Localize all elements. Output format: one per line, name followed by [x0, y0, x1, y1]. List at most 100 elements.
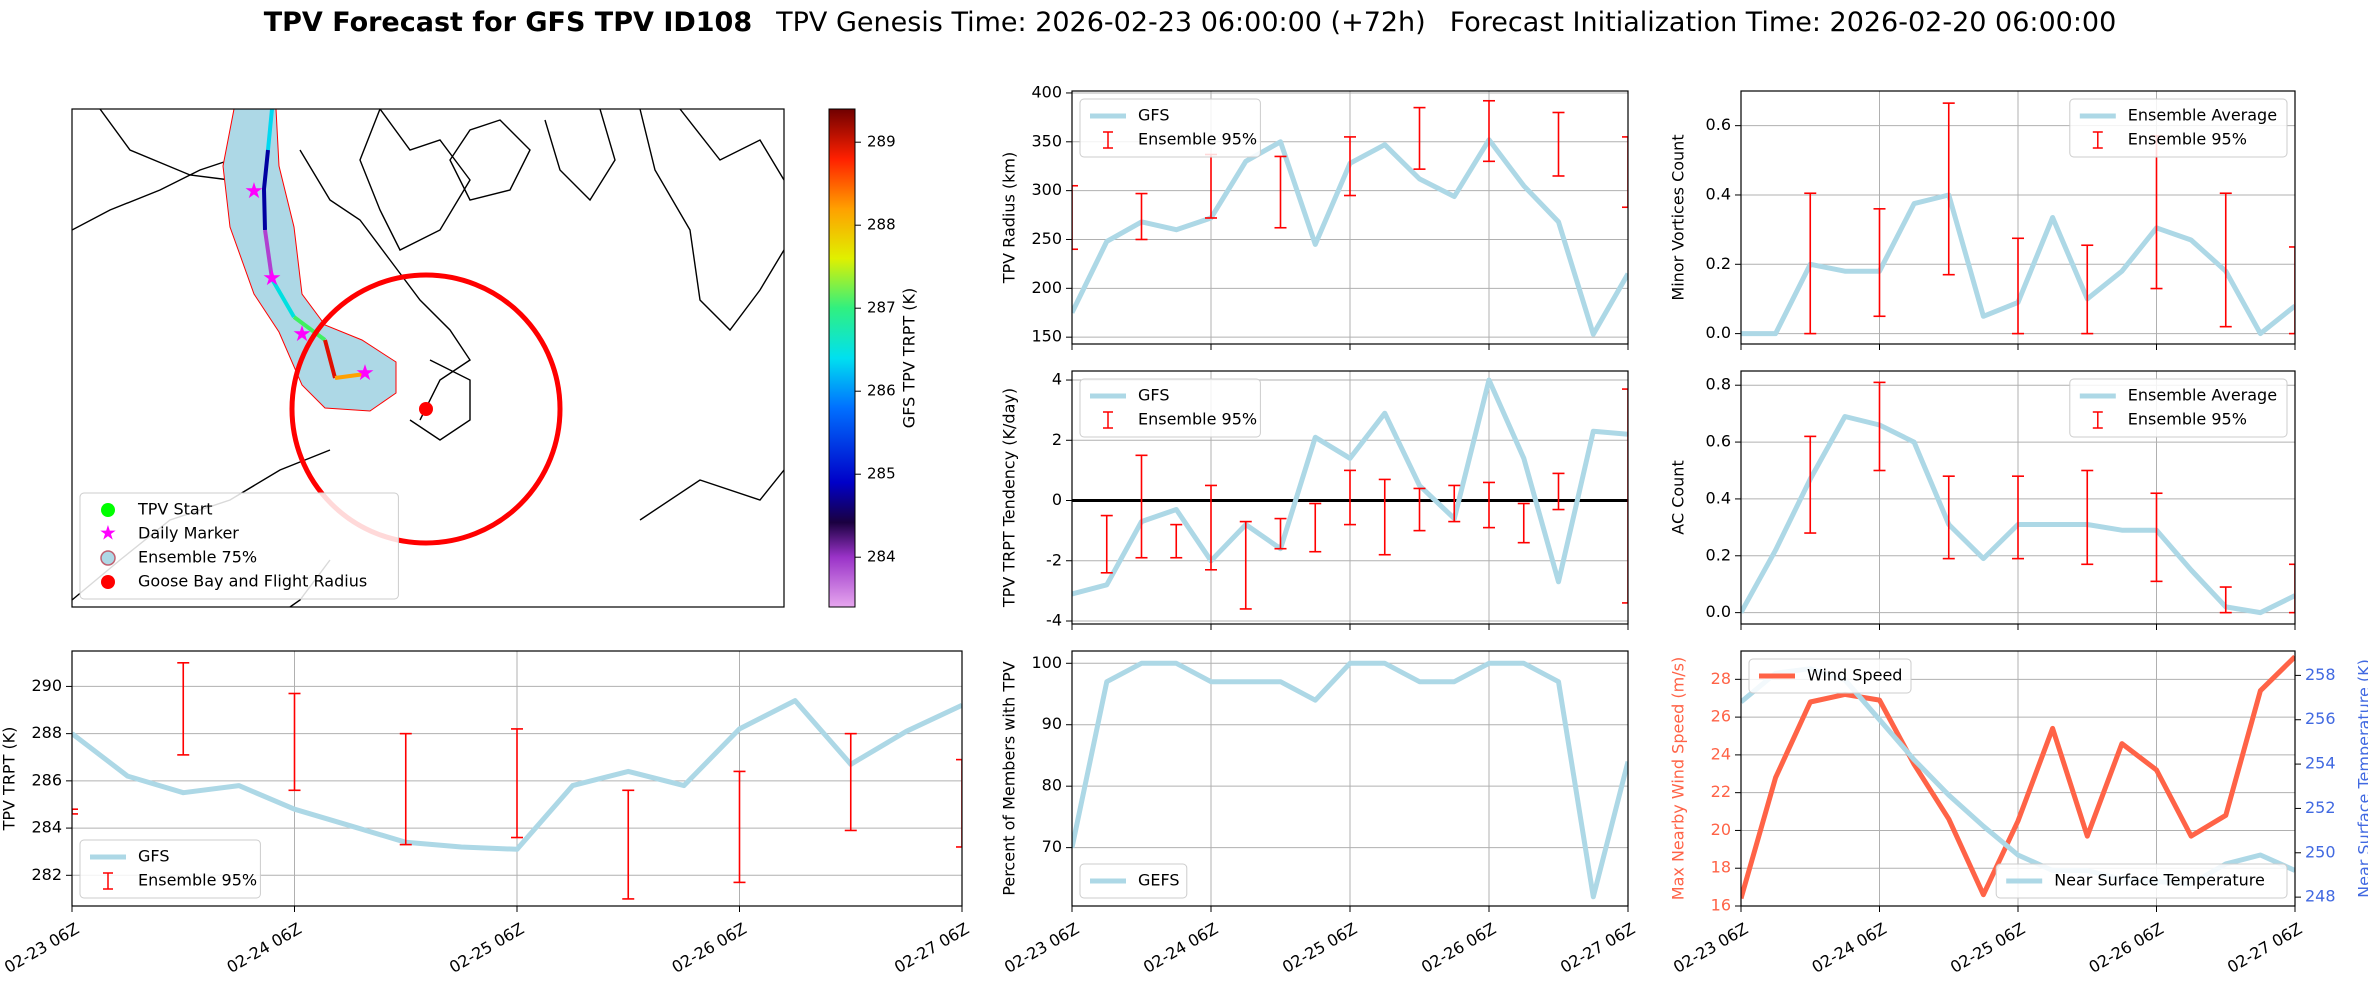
legend-label: Ensemble 95% — [138, 871, 257, 890]
legend-label: Ensemble 95% — [2128, 410, 2247, 429]
x-tick-label: 02-24 06Z — [223, 919, 304, 977]
map-frame — [71, 108, 785, 608]
colorbar-tick-label: 289 — [867, 133, 896, 151]
series-line — [1741, 654, 2295, 900]
flight-radius — [289, 272, 563, 546]
y2-tick-label: 248 — [2305, 887, 2336, 906]
y2-tick-label: 254 — [2305, 754, 2336, 773]
x-tick-label: 02-26 06Z — [2085, 919, 2166, 977]
legend-label: Goose Bay and Flight Radius — [138, 572, 367, 591]
legend-label: Ensemble Average — [2128, 106, 2277, 125]
y-tick-label: 0.6 — [1706, 115, 1731, 134]
y-tick-label: 0.4 — [1706, 488, 1731, 507]
y-tick-label: 286 — [31, 770, 62, 789]
legend-swatch — [100, 550, 116, 566]
title-main: TPV Forecast for GFS TPV ID108 — [264, 7, 752, 38]
y-tick-label: 200 — [1031, 278, 1062, 297]
legend-box — [79, 492, 399, 600]
svg-text:★: ★ — [292, 322, 312, 347]
legend-label: Near Surface Temperature — [2054, 871, 2265, 890]
x-tick-label: 02-23 06Z — [1, 919, 82, 977]
legend-label: Wind Speed — [1807, 666, 1902, 685]
title-genesis: TPV Genesis Time: 2026-02-23 06:00:00 (+… — [775, 7, 1426, 38]
y2-tick-label: 258 — [2305, 665, 2336, 684]
axes-frame — [1071, 370, 1629, 625]
legend-label: GFS — [138, 847, 169, 866]
colorbar-tick-label: 285 — [867, 465, 896, 483]
y-axis-label: Minor Vortices Count — [1669, 134, 1688, 300]
legend-label: Ensemble Average — [2128, 386, 2277, 405]
y2-tick-label: 256 — [2305, 709, 2336, 728]
y-tick-label: 0.2 — [1706, 545, 1731, 564]
y-tick-label: 0.2 — [1706, 254, 1731, 273]
y-tick-label: 80 — [1042, 776, 1062, 795]
y-tick-label: 22 — [1711, 782, 1731, 801]
y-axis-label: Max Nearby Wind Speed (m/s) — [1669, 657, 1688, 900]
legend-label: Ensemble 95% — [1138, 410, 1257, 429]
colorbar-tick-label: 287 — [867, 299, 896, 317]
colorbar-label: GFS TPV TRPT (K) — [900, 288, 919, 428]
axes-frame — [1740, 370, 2296, 625]
legend-label: Ensemble 95% — [2128, 130, 2247, 149]
y-tick-label: 28 — [1711, 669, 1731, 688]
y-tick-label: 0.0 — [1706, 323, 1731, 342]
colorbar — [828, 108, 856, 608]
y-tick-label: 0.8 — [1706, 375, 1731, 394]
svg-text:★: ★ — [244, 179, 264, 204]
y-tick-label: 24 — [1711, 744, 1731, 763]
y-axis-label: TPV TRPT Tendency (K/day) — [1000, 388, 1019, 608]
coastlines — [72, 109, 784, 607]
figure-title: TPV Forecast for GFS TPV ID108 TPV Genesi… — [264, 7, 2117, 38]
plot-area — [1072, 377, 1628, 610]
x-tick-label: 02-27 06Z — [1557, 919, 1638, 977]
series-line — [1072, 660, 1628, 900]
y-tick-label: 90 — [1042, 714, 1062, 733]
x-tick-label: 02-25 06Z — [1279, 919, 1360, 977]
legend-box — [1079, 863, 1188, 899]
y-axis-label: AC Count — [1669, 460, 1688, 534]
y-tick-label: 0.6 — [1706, 432, 1731, 451]
x-tick-label: 02-25 06Z — [1947, 919, 2028, 977]
goose-bay — [419, 402, 433, 416]
plot-area — [72, 662, 962, 900]
y-axis-label: Percent of Members with TPV — [1000, 661, 1019, 895]
y-tick-label: 350 — [1031, 131, 1062, 150]
x-tick-label: 02-23 06Z — [1001, 919, 1082, 977]
y-tick-label: 288 — [31, 723, 62, 742]
legend-label: GFS — [1138, 106, 1169, 125]
plot-area — [1072, 99, 1628, 337]
legend-swatch — [101, 503, 115, 517]
daily-markers: ★ ★ ★ ★ — [244, 179, 375, 386]
legend-swatch: ★ — [99, 521, 117, 545]
y-tick-label: 20 — [1711, 820, 1731, 839]
track — [261, 109, 366, 380]
axes-frame — [1071, 90, 1629, 345]
y-tick-label: 70 — [1042, 837, 1062, 856]
y-tick-label: 16 — [1711, 896, 1731, 915]
legend-box — [1748, 658, 1912, 694]
y-tick-label: 284 — [31, 818, 62, 837]
y2-tick-label: 250 — [2305, 842, 2336, 861]
y-axis-label: TPV TRPT (K) — [0, 727, 19, 832]
y-tick-label: 400 — [1031, 82, 1062, 101]
y-tick-label: 150 — [1031, 327, 1062, 346]
legend-label: GEFS — [1138, 871, 1180, 890]
y-tick-label: -2 — [1046, 550, 1062, 569]
y2-axis-label: Near Surface Temperature (K) — [2355, 659, 2368, 898]
y-tick-label: 290 — [31, 676, 62, 695]
x-tick-label: 02-26 06Z — [1418, 919, 1499, 977]
y-tick-label: 2 — [1052, 430, 1062, 449]
plot-area — [1072, 660, 1628, 900]
svg-text:★: ★ — [355, 361, 375, 386]
legend-label: Daily Marker — [138, 524, 239, 543]
legend-box — [1995, 863, 2288, 899]
y2-tick-label: 252 — [2305, 798, 2336, 817]
x-tick-label: 02-24 06Z — [1140, 919, 1221, 977]
x-tick-label: 02-27 06Z — [2224, 919, 2305, 977]
y-tick-label: 18 — [1711, 858, 1731, 877]
legend-box — [2069, 378, 2288, 438]
axes-frame — [1071, 650, 1629, 907]
axes-frame — [1740, 650, 2296, 907]
x-tick-label: 02-23 06Z — [1670, 919, 1751, 977]
